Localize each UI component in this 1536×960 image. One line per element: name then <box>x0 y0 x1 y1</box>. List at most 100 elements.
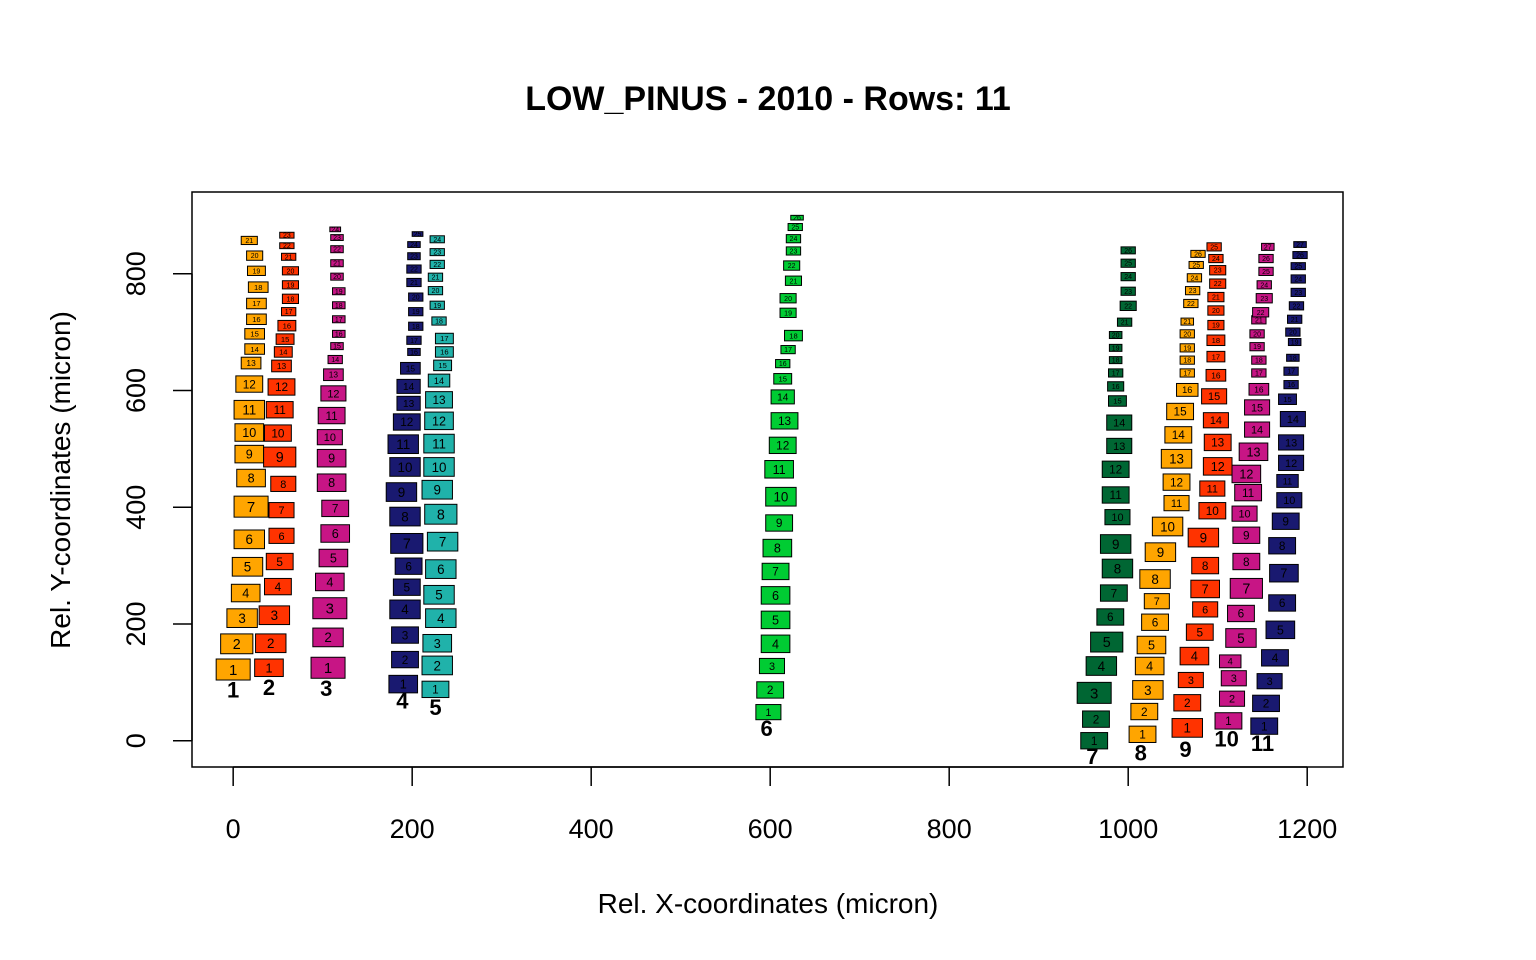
cell-box <box>783 260 801 271</box>
cell-number: 3 <box>769 661 775 673</box>
cell-number: 13 <box>1169 452 1184 467</box>
cell-number: 22 <box>1293 303 1301 310</box>
cell-number: 21 <box>1212 295 1220 302</box>
cell-number: 16 <box>779 361 787 368</box>
cell-number: 12 <box>1285 458 1297 470</box>
cell-number: 20 <box>1112 333 1120 340</box>
cell-box <box>396 395 421 411</box>
cell-number: 18 <box>1112 358 1120 365</box>
cell-number: 17 <box>335 317 343 324</box>
cell-number: 22 <box>788 263 796 270</box>
cell-box <box>240 356 262 370</box>
cell-number: 1 <box>1261 719 1268 733</box>
cell-number: 9 <box>276 450 284 466</box>
cell-number: 4 <box>1098 659 1106 674</box>
cell-number: 6 <box>1152 615 1159 629</box>
cell-number: 22 <box>283 243 291 250</box>
cell-number: 19 <box>1183 345 1191 352</box>
cell-number: 2 <box>402 653 409 667</box>
row-8: 1234567891011121314151617181920212223242… <box>1128 249 1206 765</box>
cell-box <box>233 495 269 518</box>
cell-number: 8 <box>248 472 255 486</box>
cell-box <box>765 486 797 507</box>
cell-box <box>761 562 790 581</box>
row-number-label: 8 <box>1135 740 1147 765</box>
cell-number: 7 <box>439 535 446 550</box>
cell-number: 5 <box>244 560 251 575</box>
cell-box <box>1108 395 1127 407</box>
cell-number: 8 <box>401 509 408 524</box>
cell-box <box>762 538 793 558</box>
cell-number: 5 <box>1197 625 1204 639</box>
cell-box <box>271 359 292 373</box>
cell-number: 17 <box>252 299 260 308</box>
cell-box <box>1107 381 1125 392</box>
cell-box <box>1207 305 1225 316</box>
cell-number: 12 <box>1170 475 1183 489</box>
cell-number: 15 <box>778 375 786 384</box>
cell-number: 3 <box>434 637 441 651</box>
cell-number: 18 <box>1289 355 1297 362</box>
cell-number: 14 <box>1113 418 1125 430</box>
cell-number: 16 <box>1287 382 1295 389</box>
cell-box <box>1285 327 1301 337</box>
row-number-label: 9 <box>1179 737 1191 762</box>
cell-number: 1 <box>265 661 272 675</box>
cell-number: 21 <box>333 261 341 268</box>
cell-box <box>785 234 802 244</box>
cell-number: 1 <box>1139 728 1146 742</box>
cell-box <box>396 378 421 394</box>
cell-box <box>1261 649 1289 667</box>
cell-number: 14 <box>777 393 789 404</box>
cell-number: 16 <box>252 315 260 324</box>
cell-box <box>1128 725 1157 743</box>
row-number-label: 11 <box>1251 731 1274 756</box>
cell-box <box>1202 412 1229 429</box>
cell-box <box>1120 246 1136 255</box>
cell-box <box>1255 293 1273 304</box>
cell-number: 7 <box>1202 582 1209 596</box>
cell-number: 24 <box>433 237 441 244</box>
x-tick-label: 1000 <box>1098 814 1158 844</box>
cell-box <box>425 391 453 409</box>
cell-box <box>317 406 346 425</box>
cell-number: 4 <box>242 587 249 601</box>
cell-box <box>770 412 799 430</box>
cell-box <box>1179 646 1210 666</box>
row-number-label: 7 <box>1086 744 1098 769</box>
cell-box <box>1176 382 1199 397</box>
cell-number: 6 <box>1279 596 1286 610</box>
cell-box <box>756 681 785 699</box>
cell-number: 13 <box>1285 437 1297 449</box>
cell-box <box>1292 251 1308 260</box>
cell-box <box>1076 681 1112 704</box>
cell-box <box>236 468 266 488</box>
cell-box <box>389 457 421 477</box>
cell-number: 8 <box>1151 572 1158 587</box>
cell-box <box>1180 317 1195 326</box>
cell-box <box>1279 410 1306 428</box>
cell-number: 12 <box>243 377 256 391</box>
cell-number: 4 <box>1272 651 1279 665</box>
cell-box <box>434 346 454 358</box>
cell-number: 9 <box>1243 528 1250 542</box>
cell-box <box>246 265 266 276</box>
cell-box <box>330 342 344 351</box>
cell-box <box>1173 694 1202 712</box>
cell-number: 22 <box>1187 301 1195 308</box>
cell-number: 8 <box>1243 555 1250 569</box>
cell-number: 8 <box>328 476 335 490</box>
cell-number: 4 <box>772 637 779 651</box>
cell-box <box>332 287 346 296</box>
cell-box <box>1271 512 1300 530</box>
row-number-label: 6 <box>760 716 772 741</box>
cell-number: 2 <box>1184 696 1191 710</box>
cell-box <box>1290 274 1306 284</box>
cell-box <box>281 280 300 290</box>
cell-box <box>1261 242 1275 251</box>
cell-number: 13 <box>277 361 287 371</box>
cell-box <box>226 608 258 628</box>
cell-box <box>1130 702 1159 721</box>
